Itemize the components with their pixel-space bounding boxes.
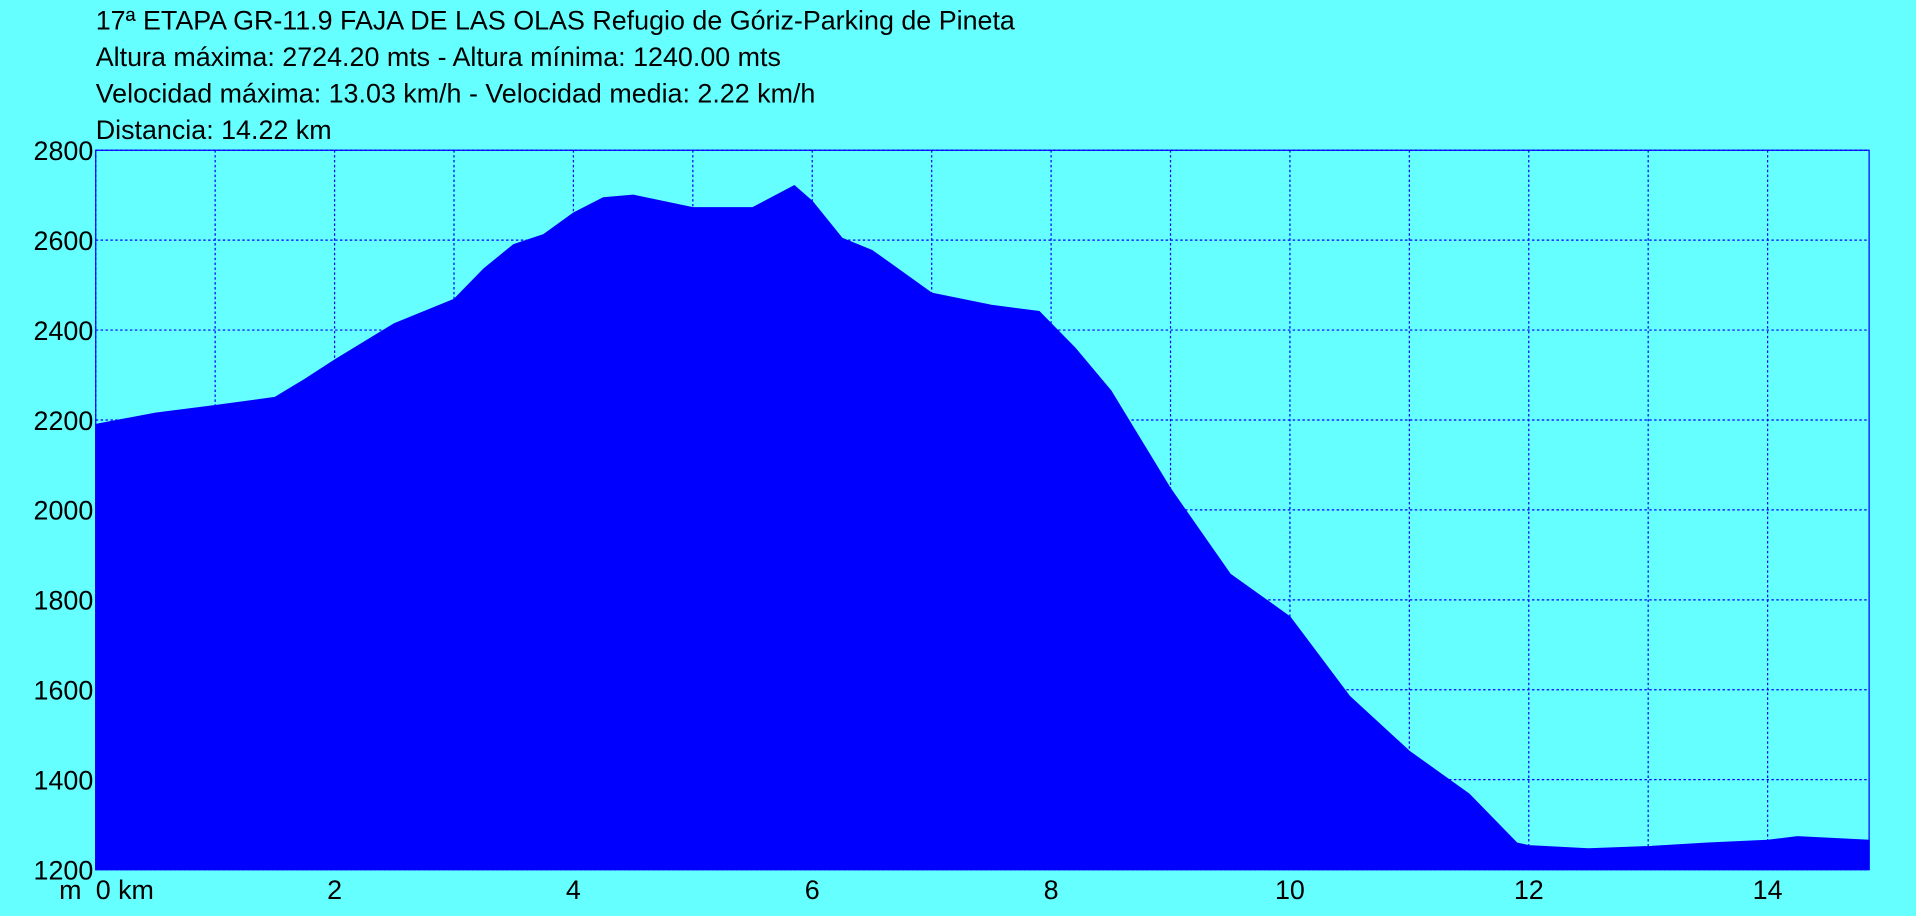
title-line: 17ª ETAPA GR-11.9 FAJA DE LAS OLAS Refug…	[96, 5, 1015, 35]
x-tick-label: 0 km	[96, 875, 154, 905]
x-tick-label: 8	[1044, 875, 1059, 905]
x-tick-label: 12	[1514, 875, 1544, 905]
x-tick-label: 2	[327, 875, 342, 905]
y-tick-label: 1600	[34, 676, 94, 706]
y-tick-label: 2600	[34, 226, 94, 256]
title-line: Altura máxima: 2724.20 mts - Altura míni…	[96, 42, 781, 72]
x-tick-label: 10	[1275, 875, 1305, 905]
y-tick-label: 2200	[34, 406, 94, 436]
plot-frame	[95, 149, 1870, 871]
y-tick-label: 1800	[34, 586, 94, 616]
title-line: Distancia: 14.22 km	[96, 115, 332, 145]
x-tick-label: 6	[805, 875, 820, 905]
y-tick-label: 1200	[34, 855, 94, 885]
y-unit: m	[59, 875, 81, 905]
title-line: Velocidad máxima: 13.03 km/h - Velocidad…	[96, 79, 816, 109]
x-tick-label: 4	[566, 875, 581, 905]
y-tick-label: 1400	[34, 765, 94, 795]
y-tick-label: 2800	[34, 136, 94, 166]
y-tick-label: 2400	[34, 316, 94, 346]
y-tick-label: 2000	[34, 496, 94, 526]
x-tick-label: 14	[1753, 875, 1783, 905]
